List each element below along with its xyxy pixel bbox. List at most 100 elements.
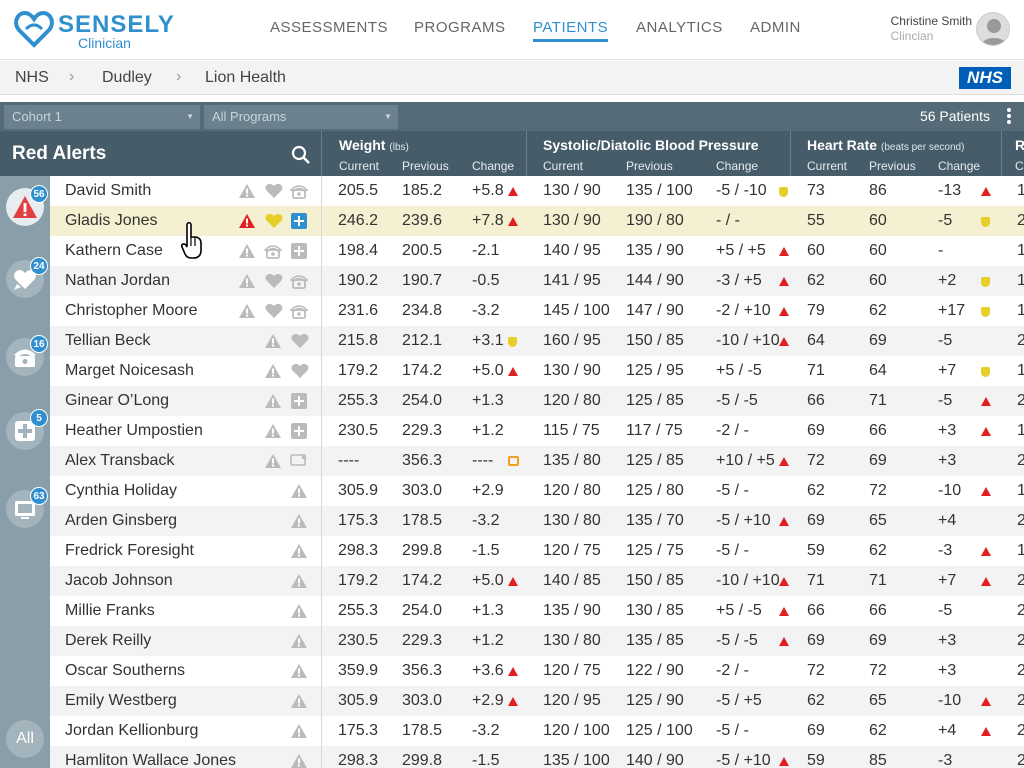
- patient-name[interactable]: Oscar Southerns: [65, 662, 186, 679]
- medical-cross-icon[interactable]: [290, 212, 308, 235]
- col-hr-current[interactable]: Current: [807, 159, 848, 173]
- search-icon[interactable]: [291, 145, 311, 165]
- program-select[interactable]: All Programs ▼: [204, 105, 398, 129]
- table-row[interactable]: Tellian Beck 215.8 212.1 +3.1 160 / 95 150 / …: [50, 326, 1024, 356]
- rail-all-button[interactable]: All: [6, 720, 44, 758]
- breadcrumb-lion-health[interactable]: Lion Health: [205, 69, 286, 86]
- warning-icon[interactable]: [290, 542, 308, 565]
- warning-icon[interactable]: [290, 752, 308, 768]
- warning-icon[interactable]: [264, 362, 282, 385]
- col-bp-change[interactable]: Change: [716, 159, 759, 173]
- table-row[interactable]: Ginear O’Long 255.3 254.0 +1.3 120 / 80 125 /…: [50, 386, 1024, 416]
- warning-icon[interactable]: [238, 272, 256, 295]
- table-row[interactable]: Jacob Johnson 179.2 174.2 +5.0 140 / 85 150 /…: [50, 566, 1024, 596]
- patient-name[interactable]: Kathern Case: [65, 242, 163, 259]
- nav-analytics[interactable]: ANALYTICS: [636, 19, 723, 36]
- user-info[interactable]: Christine Smith Clincian: [891, 14, 972, 43]
- patient-name[interactable]: Tellian Beck: [65, 332, 151, 349]
- sensely-logo[interactable]: SENSELY Clinician: [14, 10, 174, 51]
- avatar[interactable]: [976, 12, 1010, 46]
- table-row[interactable]: Cynthia Holiday 305.9 303.0 +2.9 120 / 80 125…: [50, 476, 1024, 506]
- col-next-partial[interactable]: R: [1015, 137, 1024, 153]
- patient-name[interactable]: Hamliton Wallace Jones: [65, 752, 237, 768]
- medical-cross-icon[interactable]: [290, 392, 308, 415]
- col-weight-previous[interactable]: Previous: [402, 159, 449, 173]
- patient-name[interactable]: Alex Transback: [65, 452, 175, 469]
- col-hr-change[interactable]: Change: [938, 159, 981, 173]
- device-icon[interactable]: [290, 452, 308, 475]
- table-row[interactable]: Kathern Case 198.4 200.5 -2.1 140 / 95 135 / …: [50, 236, 1024, 266]
- rail-alerts-button[interactable]: 56: [6, 185, 48, 226]
- nav-assessments[interactable]: ASSESSMENTS: [270, 19, 389, 36]
- phone-icon[interactable]: [289, 302, 309, 325]
- heart-icon[interactable]: [264, 302, 284, 325]
- patient-name[interactable]: Heather Umpostien: [65, 422, 203, 439]
- patient-name[interactable]: Millie Franks: [65, 602, 155, 619]
- table-row[interactable]: Arden Ginsberg 175.3 178.5 -3.2 130 / 80 135 …: [50, 506, 1024, 536]
- col-bp-previous[interactable]: Previous: [626, 159, 673, 173]
- warning-icon[interactable]: [290, 602, 308, 625]
- col-bp-current[interactable]: Current: [543, 159, 584, 173]
- patient-name[interactable]: Christopher Moore: [65, 302, 198, 319]
- patient-name[interactable]: Arden Ginsberg: [65, 512, 178, 529]
- phone-icon[interactable]: [289, 272, 309, 295]
- warning-icon[interactable]: [290, 662, 308, 685]
- table-row[interactable]: Marget Noicesash 179.2 174.2 +5.0 130 / 90 12…: [50, 356, 1024, 386]
- table-row[interactable]: Millie Franks 255.3 254.0 +1.3 135 / 90 130 /…: [50, 596, 1024, 626]
- patient-name[interactable]: Marget Noicesash: [65, 362, 194, 379]
- table-row[interactable]: Nathan Jordan 190.2 190.7 -0.5 141 / 95 144 /…: [50, 266, 1024, 296]
- heart-icon[interactable]: [290, 332, 310, 355]
- patient-name[interactable]: Gladis Jones: [65, 212, 158, 229]
- table-row[interactable]: David Smith 205.5 185.2 +5.8 130 / 90 135 / 1…: [50, 176, 1024, 206]
- nav-programs[interactable]: PROGRAMS: [414, 19, 506, 36]
- warning-icon[interactable]: [290, 722, 308, 745]
- rail-device-button[interactable]: 63: [6, 487, 48, 528]
- warning-icon[interactable]: [290, 572, 308, 595]
- col-hr-previous[interactable]: Previous: [869, 159, 916, 173]
- breadcrumb-dudley[interactable]: Dudley: [102, 69, 152, 86]
- medical-cross-icon[interactable]: [290, 242, 308, 265]
- patient-name[interactable]: Ginear O’Long: [65, 392, 170, 409]
- warning-icon[interactable]: [238, 182, 256, 205]
- table-row[interactable]: Emily Westberg 305.9 303.0 +2.9 120 / 95 125 …: [50, 686, 1024, 716]
- col-blood-pressure[interactable]: Systolic/Diatolic Blood Pressure: [543, 137, 759, 153]
- nav-admin[interactable]: ADMIN: [750, 19, 801, 36]
- col-heart-rate[interactable]: Heart Rate (beats per second): [807, 137, 965, 153]
- cohort-select[interactable]: Cohort 1 ▼: [4, 105, 200, 129]
- table-row[interactable]: Gladis Jones 246.2 239.6 +7.8 130 / 90 190 / …: [50, 206, 1024, 236]
- table-row[interactable]: Heather Umpostien 230.5 229.3 +1.2 115 / 75 1…: [50, 416, 1024, 446]
- patient-name[interactable]: Cynthia Holiday: [65, 482, 178, 499]
- patient-name[interactable]: Emily Westberg: [65, 692, 177, 709]
- rail-heart-button[interactable]: 24: [6, 257, 48, 298]
- patient-name[interactable]: Jordan Kellionburg: [65, 722, 199, 739]
- phone-icon[interactable]: [263, 242, 283, 265]
- col-weight-change[interactable]: Change: [472, 159, 515, 173]
- patient-name[interactable]: Derek Reilly: [65, 632, 152, 649]
- warning-icon[interactable]: [264, 422, 282, 445]
- col-weight-current[interactable]: Current: [339, 159, 380, 173]
- warning-icon[interactable]: [264, 392, 282, 415]
- patient-name[interactable]: Nathan Jordan: [65, 272, 170, 289]
- col-weight[interactable]: Weight (lbs): [339, 137, 409, 153]
- heart-icon[interactable]: [264, 182, 284, 205]
- warning-icon[interactable]: [290, 512, 308, 535]
- table-row[interactable]: Hamliton Wallace Jones 298.3 299.8 -1.5 135 …: [50, 746, 1024, 768]
- table-row[interactable]: Jordan Kellionburg 175.3 178.5 -3.2 120 / 10…: [50, 716, 1024, 746]
- heart-icon[interactable]: [290, 362, 310, 385]
- table-row[interactable]: Christopher Moore 231.6 234.8 -3.2 145 / 100…: [50, 296, 1024, 326]
- warning-icon[interactable]: [290, 632, 308, 655]
- heart-icon[interactable]: [264, 272, 284, 295]
- patient-name[interactable]: Jacob Johnson: [65, 572, 173, 589]
- breadcrumb-nhs[interactable]: NHS: [15, 69, 49, 86]
- warning-icon[interactable]: [290, 482, 308, 505]
- warning-icon[interactable]: [264, 452, 282, 475]
- table-row[interactable]: Alex Transback ---- 356.3 ---- 135 / 80 125 /…: [50, 446, 1024, 476]
- patient-name[interactable]: Fredrick Foresight: [65, 542, 194, 559]
- more-options-icon[interactable]: [1004, 107, 1014, 127]
- warning-icon[interactable]: [290, 692, 308, 715]
- table-row[interactable]: Fredrick Foresight 298.3 299.8 -1.5 120 / 75…: [50, 536, 1024, 566]
- warning-icon[interactable]: [238, 302, 256, 325]
- warning-icon[interactable]: [264, 332, 282, 355]
- rail-medical-button[interactable]: 5: [6, 409, 48, 450]
- rail-phone-button[interactable]: 16: [6, 335, 48, 376]
